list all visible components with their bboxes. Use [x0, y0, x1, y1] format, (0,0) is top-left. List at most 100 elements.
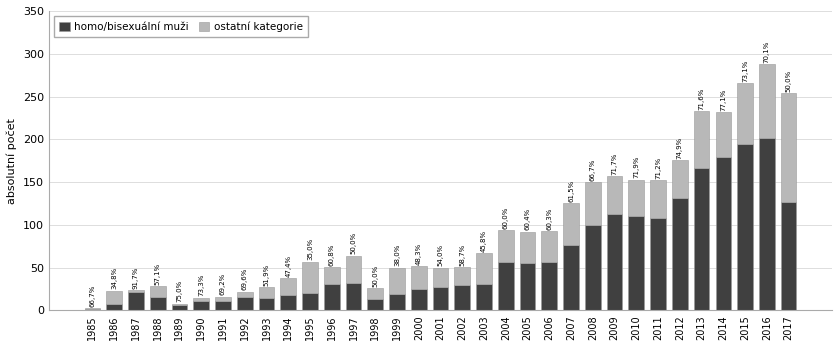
Bar [694, 168, 710, 311]
Bar [585, 225, 601, 311]
Text: 51,9%: 51,9% [263, 264, 269, 286]
Bar [172, 304, 187, 305]
Bar [541, 262, 557, 311]
Bar [367, 299, 383, 311]
Bar [650, 180, 666, 218]
Text: 60,4%: 60,4% [524, 208, 530, 230]
Bar [324, 267, 340, 284]
Text: 60,0%: 60,0% [503, 206, 508, 229]
Bar [650, 218, 666, 311]
Bar [628, 179, 644, 216]
Text: 66,7%: 66,7% [590, 159, 596, 181]
Bar [455, 285, 470, 311]
Text: 35,0%: 35,0% [307, 238, 313, 260]
Text: 58,7%: 58,7% [459, 243, 466, 265]
Bar [346, 283, 362, 311]
Bar [628, 216, 644, 311]
Bar [477, 253, 492, 284]
Bar [411, 266, 426, 289]
Text: 91,7%: 91,7% [133, 266, 139, 289]
Bar [85, 309, 100, 311]
Bar [781, 93, 796, 202]
Text: 47,4%: 47,4% [285, 254, 291, 277]
Bar [781, 202, 796, 311]
Bar [759, 64, 774, 138]
Bar [193, 298, 209, 301]
Bar [759, 138, 774, 311]
Bar [237, 297, 253, 311]
Text: 71,2%: 71,2% [655, 157, 661, 179]
Text: 38,0%: 38,0% [394, 244, 400, 266]
Bar [737, 144, 753, 311]
Text: 60,3%: 60,3% [546, 207, 552, 230]
Bar [128, 291, 143, 311]
Bar [585, 182, 601, 225]
Bar [258, 287, 274, 298]
Text: 71,9%: 71,9% [633, 156, 639, 178]
Bar [563, 203, 579, 245]
Bar [280, 278, 296, 295]
Text: 71,7%: 71,7% [612, 152, 618, 175]
Bar [280, 295, 296, 311]
Text: 54,0%: 54,0% [437, 244, 444, 266]
Bar [324, 284, 340, 311]
Bar [519, 232, 535, 263]
Bar [302, 262, 318, 293]
Bar [607, 176, 623, 214]
Bar [367, 288, 383, 299]
Text: 73,3%: 73,3% [198, 274, 204, 296]
Bar [455, 267, 470, 285]
Text: 70,1%: 70,1% [763, 40, 770, 63]
Bar [172, 305, 187, 311]
Text: 71,6%: 71,6% [699, 87, 705, 110]
Bar [433, 287, 448, 311]
Text: 50,0%: 50,0% [373, 265, 378, 287]
Bar [672, 160, 688, 198]
Text: 50,0%: 50,0% [351, 232, 357, 254]
Bar [150, 297, 165, 311]
Bar [258, 298, 274, 311]
Bar [716, 112, 732, 158]
Bar [563, 245, 579, 311]
Bar [694, 111, 710, 168]
Text: 77,1%: 77,1% [721, 88, 727, 111]
Text: 61,5%: 61,5% [568, 180, 574, 202]
Bar [302, 293, 318, 311]
Bar [433, 268, 448, 287]
Text: 45,8%: 45,8% [481, 230, 487, 252]
Text: 69,2%: 69,2% [220, 273, 226, 295]
Bar [346, 256, 362, 283]
Bar [237, 291, 253, 297]
Bar [107, 291, 122, 304]
Text: 69,6%: 69,6% [242, 268, 248, 290]
Bar [716, 158, 732, 311]
Text: 57,1%: 57,1% [154, 263, 161, 285]
Bar [107, 304, 122, 311]
Bar [477, 284, 492, 311]
Legend: homo/bisexuální muži, ostatní kategorie: homo/bisexuální muži, ostatní kategorie [55, 16, 308, 37]
Bar [737, 83, 753, 144]
Text: 50,0%: 50,0% [785, 69, 792, 92]
Bar [193, 301, 209, 311]
Text: 48,3%: 48,3% [416, 243, 422, 265]
Bar [519, 263, 535, 311]
Y-axis label: absolutní počet: absolutní počet [7, 118, 18, 204]
Text: 73,1%: 73,1% [743, 59, 748, 82]
Bar [128, 290, 143, 291]
Bar [85, 308, 100, 309]
Bar [541, 231, 557, 262]
Bar [215, 297, 231, 301]
Bar [672, 198, 688, 311]
Bar [498, 262, 513, 311]
Bar [607, 214, 623, 311]
Text: 74,9%: 74,9% [677, 136, 683, 159]
Bar [498, 230, 513, 262]
Bar [411, 289, 426, 311]
Bar [150, 287, 165, 297]
Bar [389, 268, 405, 294]
Text: 66,7%: 66,7% [90, 284, 96, 307]
Bar [389, 294, 405, 311]
Text: 34,8%: 34,8% [112, 267, 117, 289]
Bar [215, 301, 231, 311]
Text: 60,8%: 60,8% [329, 243, 335, 265]
